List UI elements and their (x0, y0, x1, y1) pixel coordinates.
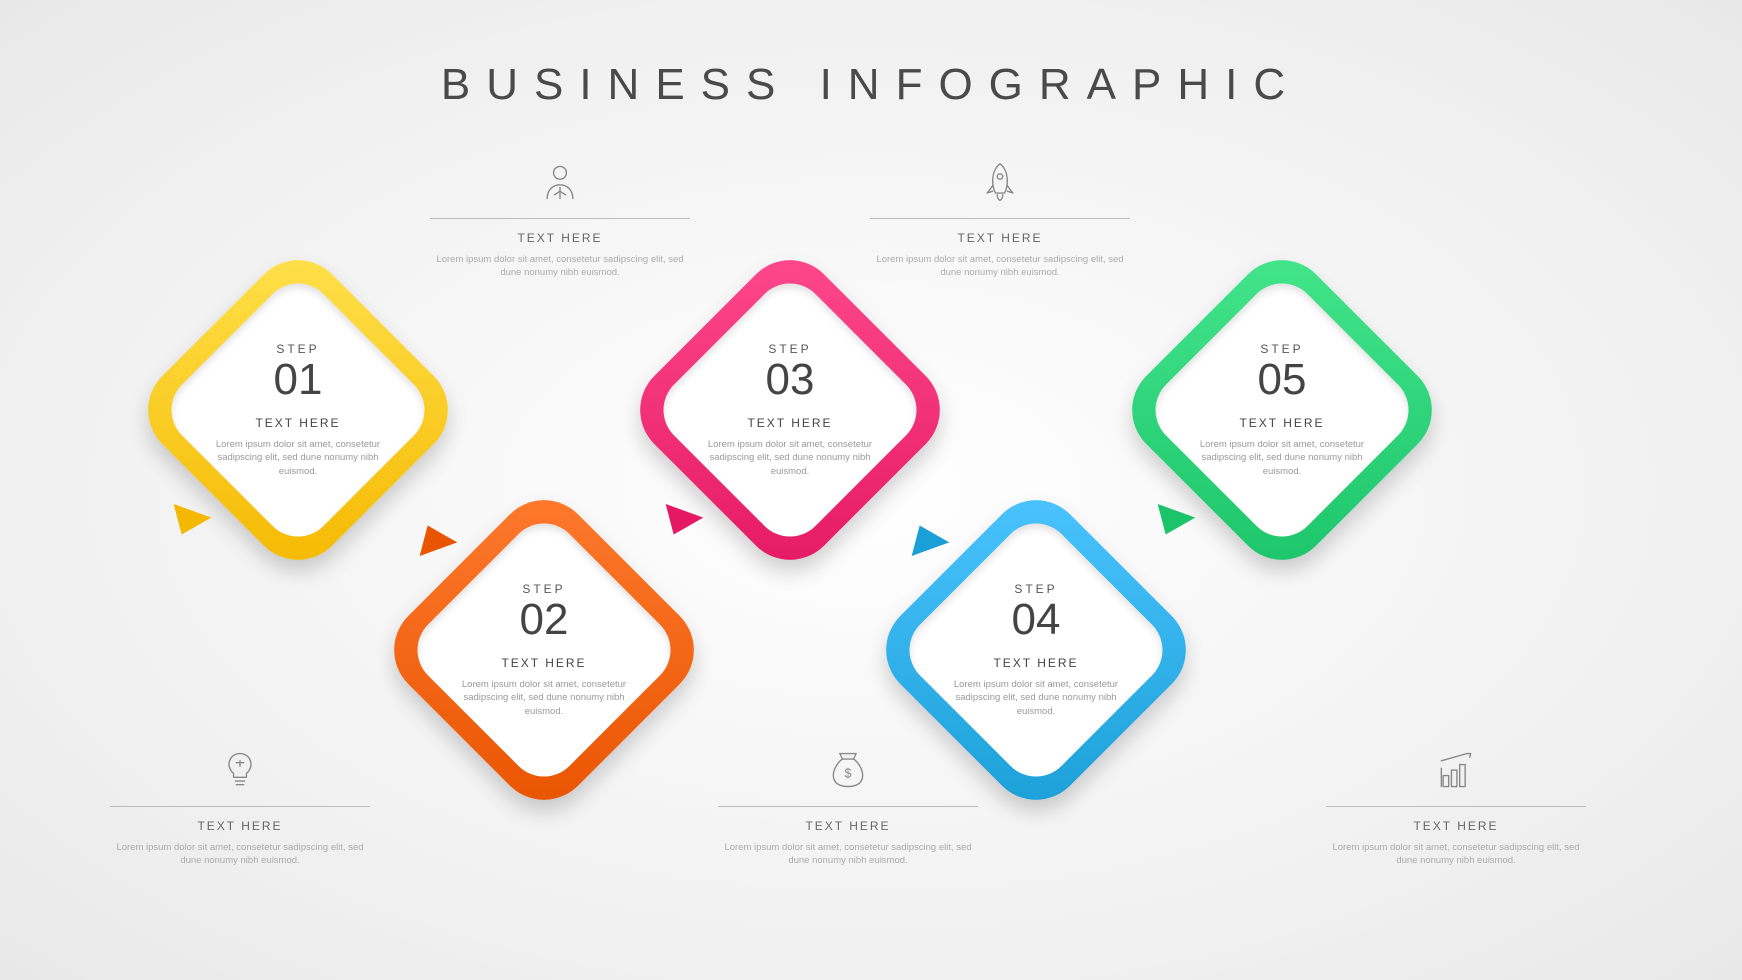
step-number: 03 (766, 358, 815, 402)
step-number: 04 (1012, 598, 1061, 642)
step-label: STEP (1260, 342, 1303, 356)
step-tile-01: STEP 01 TEXT HERE Lorem ipsum dolor sit ame… (178, 290, 418, 530)
money-bag-icon: $ (718, 748, 978, 792)
step-content: STEP 03 TEXT HERE Lorem ipsum dolor sit ame… (670, 290, 910, 530)
callout-money-bag: $ TEXT HERE Lorem ipsum dolor sit amet, co… (718, 748, 978, 868)
step-label: STEP (768, 342, 811, 356)
svg-text:$: $ (844, 765, 851, 780)
step-tile-02: STEP 02 TEXT HERE Lorem ipsum dolor sit ame… (424, 530, 664, 770)
callout-body: Lorem ipsum dolor sit amet, consetetur s… (110, 841, 370, 868)
step-tile-03: STEP 03 TEXT HERE Lorem ipsum dolor sit ame… (670, 290, 910, 530)
step-number: 01 (274, 358, 323, 402)
step-tile-04: STEP 04 TEXT HERE Lorem ipsum dolor sit ame… (916, 530, 1156, 770)
page-title: BUSINESS INFOGRAPHIC (441, 60, 1301, 110)
step-label: STEP (276, 342, 319, 356)
callout-heading: TEXT HERE (430, 231, 690, 245)
step-content: STEP 04 TEXT HERE Lorem ipsum dolor sit ame… (916, 530, 1156, 770)
bar-chart-icon (1326, 748, 1586, 792)
divider (1326, 806, 1586, 807)
callout-body: Lorem ipsum dolor sit amet, consetetur s… (718, 841, 978, 868)
step-heading: TEXT HERE (747, 416, 832, 430)
step-body: Lorem ipsum dolor sit amet, consetetur s… (213, 438, 383, 478)
step-body: Lorem ipsum dolor sit amet, consetetur s… (705, 438, 875, 478)
step-content: STEP 05 TEXT HERE Lorem ipsum dolor sit ame… (1162, 290, 1402, 530)
step-label: STEP (522, 582, 565, 596)
callout-heading: TEXT HERE (870, 231, 1130, 245)
lightbulb-icon (110, 748, 370, 792)
divider (430, 218, 690, 219)
callout-person: TEXT HERE Lorem ipsum dolor sit amet, con… (430, 160, 690, 280)
callout-heading: TEXT HERE (718, 819, 978, 833)
callout-body: Lorem ipsum dolor sit amet, consetetur s… (430, 253, 690, 280)
callout-bar-chart: TEXT HERE Lorem ipsum dolor sit amet, con… (1326, 748, 1586, 868)
step-number: 05 (1258, 358, 1307, 402)
callout-heading: TEXT HERE (110, 819, 370, 833)
callout-rocket: TEXT HERE Lorem ipsum dolor sit amet, con… (870, 160, 1130, 280)
divider (718, 806, 978, 807)
step-body: Lorem ipsum dolor sit amet, consetetur s… (1197, 438, 1367, 478)
divider (870, 218, 1130, 219)
step-heading: TEXT HERE (255, 416, 340, 430)
person-icon (430, 160, 690, 204)
divider (110, 806, 370, 807)
step-heading: TEXT HERE (501, 656, 586, 670)
step-content: STEP 01 TEXT HERE Lorem ipsum dolor sit ame… (178, 290, 418, 530)
step-number: 02 (520, 598, 569, 642)
rocket-icon (870, 160, 1130, 204)
step-tile-05: STEP 05 TEXT HERE Lorem ipsum dolor sit ame… (1162, 290, 1402, 530)
step-heading: TEXT HERE (993, 656, 1078, 670)
step-heading: TEXT HERE (1239, 416, 1324, 430)
step-label: STEP (1014, 582, 1057, 596)
callout-body: Lorem ipsum dolor sit amet, consetetur s… (870, 253, 1130, 280)
step-content: STEP 02 TEXT HERE Lorem ipsum dolor sit ame… (424, 530, 664, 770)
step-body: Lorem ipsum dolor sit amet, consetetur s… (951, 678, 1121, 718)
callout-body: Lorem ipsum dolor sit amet, consetetur s… (1326, 841, 1586, 868)
step-body: Lorem ipsum dolor sit amet, consetetur s… (459, 678, 629, 718)
callout-lightbulb: TEXT HERE Lorem ipsum dolor sit amet, con… (110, 748, 370, 868)
callout-heading: TEXT HERE (1326, 819, 1586, 833)
